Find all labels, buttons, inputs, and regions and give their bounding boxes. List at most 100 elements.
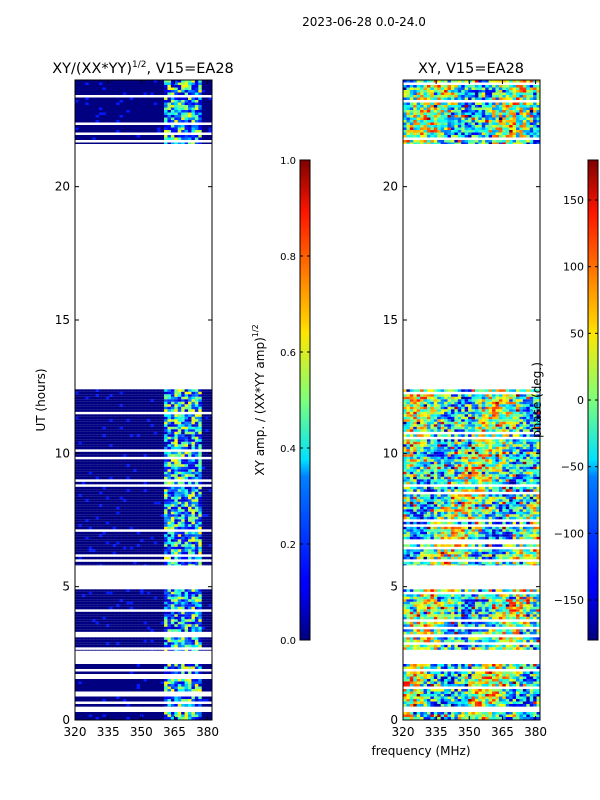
heatmap-cell — [133, 499, 138, 502]
heatmap-cell — [205, 424, 209, 427]
heatmap-cell — [112, 637, 117, 640]
heatmap-cell — [191, 82, 196, 85]
heatmap-cell — [170, 414, 175, 417]
heatmap-cell — [208, 80, 212, 83]
heatmap-cell — [105, 431, 110, 435]
heatmap-cell — [153, 92, 158, 95]
heatmap-cell — [174, 474, 179, 477]
heatmap-cell — [181, 521, 185, 525]
heatmap-cell — [160, 414, 165, 417]
heatmap-cell — [105, 526, 110, 530]
heatmap-cell — [75, 699, 79, 702]
heatmap-cell — [160, 699, 165, 702]
heatmap-cell — [188, 589, 192, 592]
heatmap-cell — [146, 501, 151, 505]
heatmap-cell — [88, 544, 93, 547]
heatmap-cell — [208, 491, 212, 495]
heatmap-cell — [102, 621, 107, 625]
heatmap-cell — [170, 416, 175, 420]
heatmap-cell — [167, 629, 172, 632]
heatmap-cell — [85, 439, 90, 442]
heatmap-cell — [153, 481, 158, 485]
heatmap-cell — [205, 594, 209, 597]
heatmap-cell — [136, 544, 141, 547]
heatmap-cell — [136, 679, 141, 682]
heatmap-cell — [184, 594, 189, 597]
heatmap-cell — [122, 416, 127, 420]
left-colorbar: 0.00.20.40.60.81.0 XY amp. / (XX*YY amp)… — [251, 156, 311, 647]
heatmap-cell — [133, 539, 138, 542]
heatmap-cell — [133, 419, 138, 422]
heatmap-cell — [126, 394, 131, 397]
heatmap-cell — [174, 664, 179, 667]
heatmap-cell — [181, 481, 185, 485]
heatmap-cell — [85, 130, 90, 133]
heatmap-cell — [174, 399, 179, 402]
heatmap-cell — [146, 541, 151, 545]
heatmap-cell — [102, 704, 107, 707]
heatmap-cell — [198, 561, 203, 565]
heatmap-cell — [122, 454, 127, 457]
heatmap-cell — [75, 599, 79, 602]
heatmap-cell — [133, 509, 138, 512]
heatmap-cell — [194, 556, 199, 560]
heatmap-cell — [81, 135, 86, 138]
heatmap-cell — [194, 594, 199, 597]
heatmap-cell — [188, 441, 192, 445]
heatmap-cell — [126, 599, 131, 602]
heatmap-cell — [201, 524, 206, 527]
heatmap-cell — [194, 391, 199, 395]
heatmap-cell — [88, 551, 93, 555]
heatmap-cell — [201, 679, 206, 682]
heatmap-cell — [98, 491, 103, 495]
heatmap-cell — [157, 461, 162, 465]
heatmap-cell — [126, 100, 131, 103]
heatmap-cell — [177, 516, 182, 520]
heatmap-cell — [188, 649, 192, 651]
heatmap-cell — [109, 469, 114, 472]
heatmap-cell — [167, 671, 172, 674]
heatmap-cell — [85, 501, 90, 505]
heatmap-cell — [116, 539, 120, 542]
heatmap-cell — [174, 511, 179, 515]
heatmap-cell — [122, 551, 127, 555]
heatmap-cell — [136, 717, 141, 720]
heatmap-cell — [88, 97, 93, 100]
heatmap-cell — [122, 642, 127, 645]
heatmap-cell — [116, 135, 120, 138]
heatmap-cell — [75, 110, 79, 113]
heatmap-cell — [150, 599, 155, 602]
heatmap-cell — [136, 601, 141, 605]
heatmap-cell — [146, 681, 151, 684]
heatmap-cell — [201, 481, 206, 485]
heatmap-cell — [129, 406, 134, 410]
heatmap-cell — [112, 391, 117, 395]
heatmap-cell — [143, 499, 148, 502]
heatmap-cell — [146, 431, 151, 435]
heatmap-cell — [208, 704, 212, 707]
heatmap-cell — [122, 704, 127, 707]
heatmap-cell — [146, 551, 151, 555]
heatmap-cell — [81, 429, 86, 432]
heatmap-cell — [198, 514, 203, 517]
heatmap-cell — [153, 117, 158, 120]
heatmap-cell — [129, 637, 134, 640]
heatmap-cell — [98, 426, 103, 430]
heatmap-cell — [188, 539, 192, 542]
heatmap-cell — [98, 97, 103, 100]
heatmap-cell — [92, 436, 96, 440]
heatmap-cell — [188, 704, 192, 707]
heatmap-cell — [112, 639, 117, 643]
heatmap-cell — [133, 454, 138, 457]
heatmap-cell — [150, 137, 155, 140]
heatmap-cell — [188, 596, 192, 600]
heatmap-cell — [167, 504, 172, 507]
heatmap-cell — [112, 704, 117, 707]
heatmap-cell — [150, 614, 155, 617]
heatmap-cell — [105, 549, 110, 552]
heatmap-cell — [119, 556, 124, 560]
heatmap-cell — [126, 444, 131, 447]
heatmap-cell — [153, 125, 158, 128]
heatmap-cell — [119, 117, 124, 120]
heatmap-cell — [174, 561, 179, 565]
